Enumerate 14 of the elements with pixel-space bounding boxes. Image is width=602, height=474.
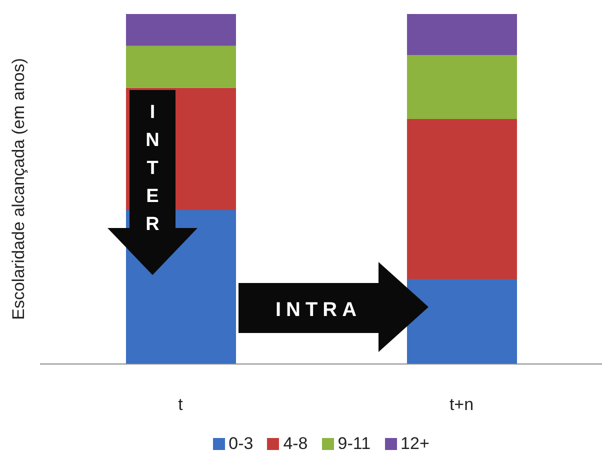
bar [126, 14, 236, 46]
x-tick-label: t+n [449, 395, 474, 414]
annotation: INTRA [275, 299, 362, 321]
y-axis-title: Escolaridade alcançada (em anos) [9, 58, 28, 320]
annotation: INTER [146, 102, 160, 235]
bar [126, 46, 236, 88]
bar [407, 119, 517, 279]
legend-label: 12+ [400, 434, 430, 454]
legend-label: 9-11 [338, 434, 371, 454]
bar [407, 14, 517, 55]
legend-label: 4-8 [283, 434, 308, 454]
bar [407, 54, 517, 119]
legend-label: 0-3 [228, 434, 254, 454]
x-tick-label: t [178, 395, 184, 414]
